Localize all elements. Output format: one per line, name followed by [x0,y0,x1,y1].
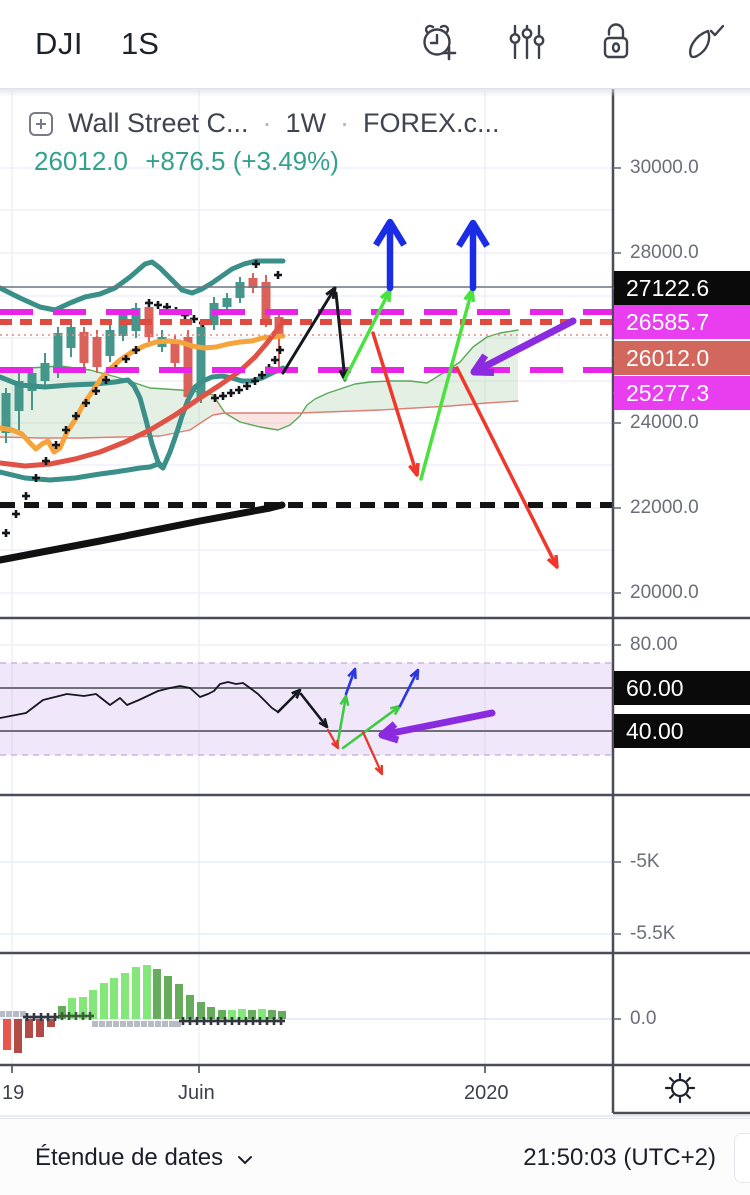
price-axis-label: 24000.0 [630,412,699,433]
date-range-label: Étendue de dates [35,1143,224,1171]
price-axis-label: -5K [630,851,660,872]
theme-toggle-button[interactable] [660,1070,700,1110]
price-axis-badge: 60.00 [614,671,750,705]
symbol-button[interactable]: DJI [35,26,83,61]
legend-change: +876.5 (+3.49%) [145,146,339,176]
price-axis-badge: 25277.3 [614,376,750,410]
clock-utc-button[interactable]: 21:50:03 (UTC+2) [523,1143,716,1171]
price-axis-badge: 26012.0 [614,341,750,375]
price-axis-label: 22000.0 [630,497,699,518]
toolbar-shadow [0,89,750,97]
legend-provider[interactable]: FOREX.c... [363,108,500,138]
price-axis-badge: 40.00 [614,714,750,748]
price-axis-badge: 26585.7 [614,305,750,339]
top-toolbar: DJI 1S [0,0,750,89]
legend-separator: · [262,108,272,138]
legend-separator: · [340,108,350,138]
price-axis-label: 28000.0 [630,242,699,263]
legend-last-price: 26012.0 [34,146,128,176]
bottom-bar-edge-widget[interactable] [734,1133,750,1183]
time-axis-label: 19 [2,1082,25,1104]
price-axis-label: 20000.0 [630,582,699,603]
add-alert-button[interactable] [416,21,462,67]
legend-interval[interactable]: 1W [285,108,327,138]
date-range-button[interactable]: Étendue de dates [35,1144,253,1172]
time-axis[interactable] [0,1065,613,1115]
plus-box-icon[interactable] [28,111,54,137]
unlock-drawings-button[interactable] [592,21,638,67]
legend-price-change: 26012.0 +876.5 (+3.49%) [34,146,500,177]
drawing-tools-button[interactable] [680,21,726,67]
time-axis-label: Juin [178,1082,215,1104]
toolbar-icons [416,21,726,67]
indicator-settings-button[interactable] [504,21,550,67]
lock-open-icon [592,19,638,70]
rsi-pane[interactable] [0,618,613,795]
chevron-down-icon [237,1155,253,1165]
price-axis-label: -5.5K [630,923,676,944]
legend-title[interactable]: Wall Street C... [68,108,249,138]
histogram-pane[interactable] [0,953,613,1065]
interval-button[interactable]: 1S [121,26,159,61]
alarm-plus-icon [416,19,462,70]
brush-check-icon [680,19,726,70]
sun-icon [660,1068,700,1113]
price-axis-label: 80.00 [630,634,678,655]
chart-legend[interactable]: Wall Street C... · 1W · FOREX.c... 26012… [28,108,500,177]
price-axis-badge: 27122.6 [614,271,750,305]
sliders-icon [504,19,550,70]
bottom-bar: Étendue de dates 21:50:03 (UTC+2) [0,1118,750,1195]
time-axis-label: 2020 [464,1082,509,1104]
price-axis-label: 0.0 [630,1008,657,1029]
price-axis-label: 30000.0 [630,157,699,178]
volume-pane[interactable] [0,795,613,953]
